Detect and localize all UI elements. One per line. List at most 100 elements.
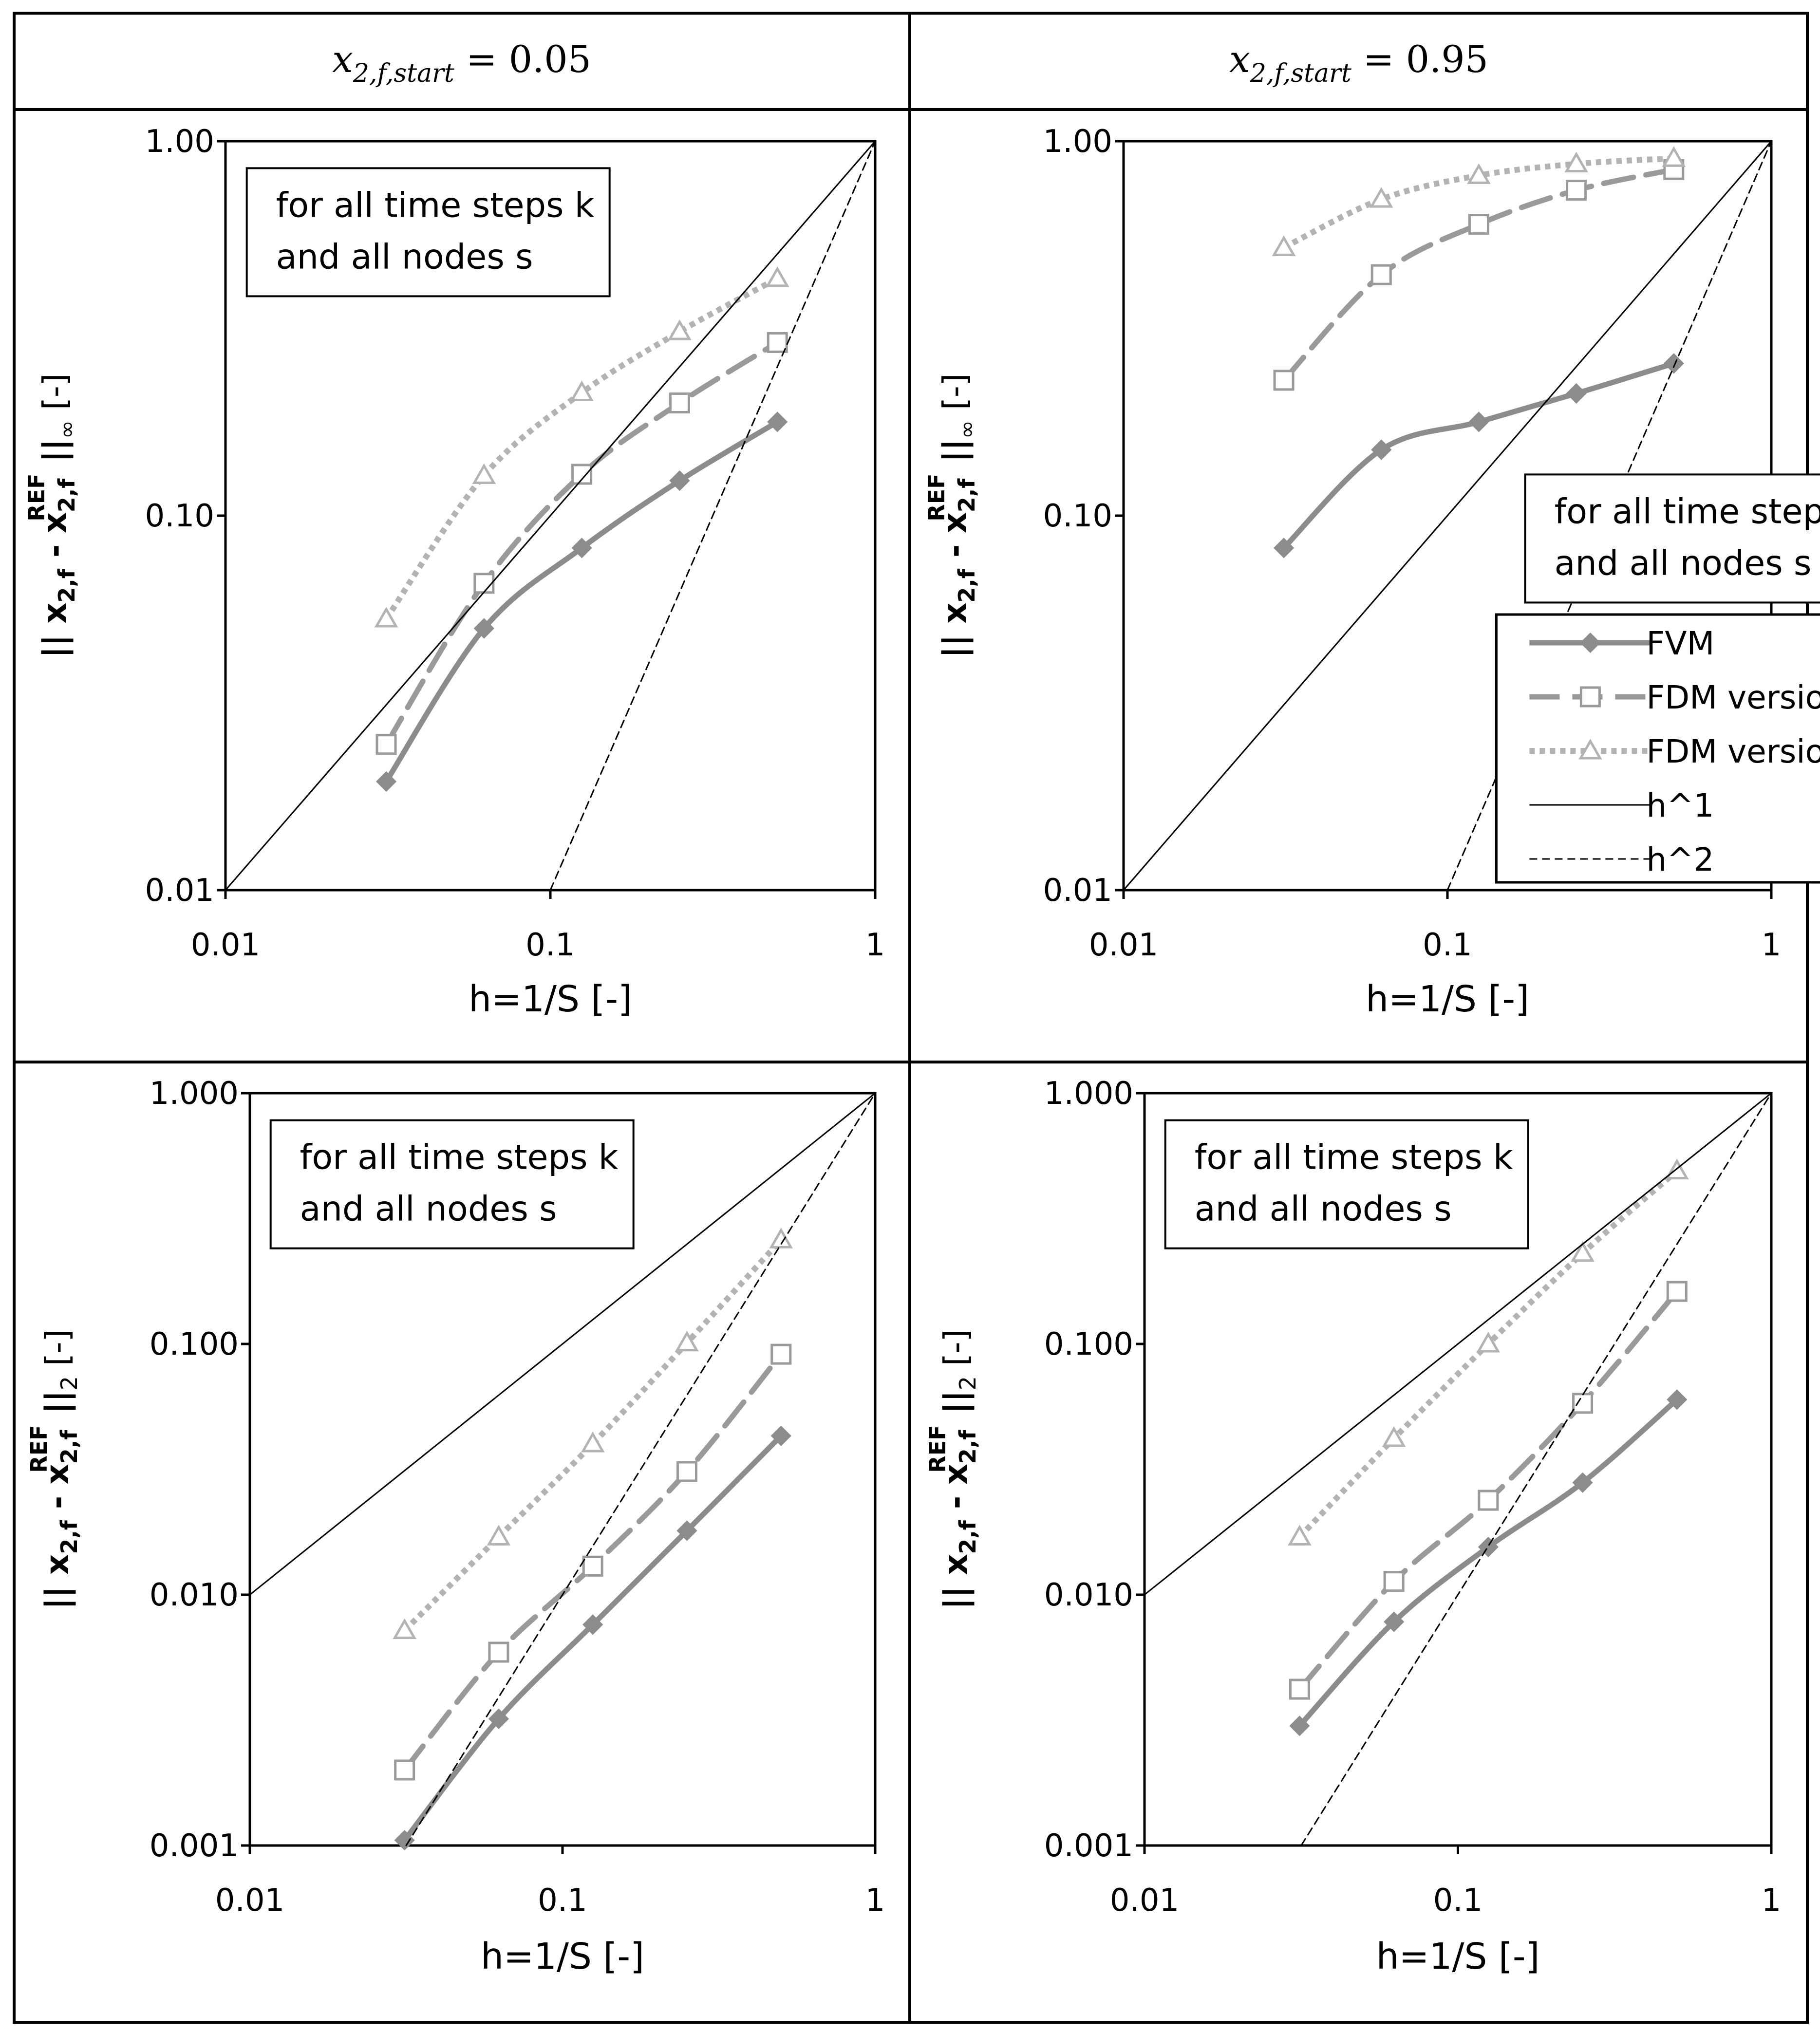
data-point-fdm-version-b [570,380,594,401]
y-axis-label-tail: || [936,439,974,473]
data-point-fvm [1273,538,1295,559]
series-fdm-version-a [1273,159,1685,391]
data-point-fvm [394,1829,415,1851]
data-point-fvm [375,771,397,792]
y-axis-label-main: || x [937,1554,975,1610]
legend-entry-fdm-version-b: FDM version B [1529,733,1820,770]
y-axis-label-unit: [-] [38,1329,76,1376]
y-axis-label-sub2: 2,f [954,478,980,512]
x-tick-label: 0.01 [1089,927,1159,963]
series-h-1 [1123,140,1772,891]
chart-bottom-right: 0.001 0.010 0.100 1.000 0.01 0.1 1 h=1/S [-] || … [924,1076,1781,1977]
x-tick-label: 0.1 [1423,927,1472,963]
series-h-2 [1300,1092,1772,1846]
chart-top-right: 0.010.101.000.01 0.1 1h=1/S [-]|| x2,f - x… [923,124,1820,1020]
y-axis-label-norm: ∞ [54,420,80,439]
y-axis-label-unit: [-] [937,1329,975,1376]
data-point-fdm-version-b [1662,146,1686,167]
series-fdm-version-a [1289,1281,1688,1700]
legend-entry-fdm-version-a: FDM version A [1529,679,1820,716]
x-tick-label: 1 [1762,927,1782,963]
data-point-fdm-version-b [1564,151,1588,173]
header-right-sub: 2,f,start [1250,59,1351,88]
y-axis-label-norm: 2 [56,1376,82,1390]
data-point-fdm-version-b [393,1618,417,1639]
data-point-fvm [473,618,494,639]
data-point-fdm-version-a [1666,1281,1688,1302]
series-fvm [1273,353,1684,559]
charts: 0.010.101.000.01 0.1 1h=1/S [-]|| x2,f - x… [23,124,1820,1977]
data-point-fdm-version-a [1478,1490,1499,1511]
series-h-1 [225,140,876,891]
data-point-fdm-version-a [770,1343,792,1365]
annotation-line: for all time steps k [1195,1137,1513,1177]
data-point-fvm [1371,439,1392,460]
annotation-line: for all time steps k [276,185,595,225]
x-tick-label: 0.1 [1433,1883,1483,1919]
data-point-fdm-version-b [675,1330,699,1352]
data-point-fvm [488,1708,509,1729]
x-axis-label: h=1/S [-] [481,1936,644,1977]
legend-entry-h-1: h^1 [1529,787,1714,824]
legend-label-fvm: FVM [1646,625,1714,662]
data-point-fdm-version-a [1383,1571,1405,1592]
series-line-h-1 [1123,140,1772,891]
series-line-h-1 [1144,1092,1772,1596]
data-point-fdm-version-b [1467,163,1491,184]
y-tick-label: 0.001 [150,1828,239,1864]
legend-label-fdm-version-b: FDM version B [1646,733,1820,770]
header-right: x2,f,start = 0.95 [1229,37,1488,88]
data-point-fdm-version-a [473,573,495,594]
data-point-fdm-version-b [487,1525,511,1546]
y-axis-label: || x2,f - x2,fREF ||∞ [-] [923,373,980,658]
series-line-fdm-version-a [383,339,780,747]
annotation: for all time steps k and all nodes s [1164,1119,1529,1249]
data-point-fdm-version-a [767,332,788,353]
legend-entry-h-2: h^2 [1529,841,1714,878]
y-axis-label-sup2: REF [23,473,50,521]
x-tick-label: 1 [865,927,885,963]
y-axis-label-sub1: 2,f [56,1520,82,1554]
series-fvm [394,1425,791,1851]
data-point-fvm [582,1614,603,1635]
legend-label-h-2: h^2 [1646,841,1714,878]
data-point-fvm [1384,1611,1405,1632]
y-axis-label: || x2,f - x2,fREF ||2 [-] [924,1329,981,1610]
data-point-fvm [571,538,592,559]
y-tick-label: 0.001 [1044,1828,1133,1864]
data-point-fdm-version-b [1272,235,1296,256]
y-tick-label: 0.100 [150,1326,239,1362]
y-axis-label-tail: || [38,1390,76,1425]
data-point-fdm-version-a [394,1759,415,1781]
annotation-line: for all time steps k [1555,491,1820,531]
series-line-fdm-version-b [384,276,779,621]
header-left-sub: 2,f,start [353,59,454,88]
x-tick-label: 0.1 [525,927,575,963]
x-tick-label: 1 [865,1883,885,1919]
y-axis-label-unit: [-] [36,373,74,420]
series-h-1 [249,1092,876,1596]
series-fdm-version-b [393,1228,793,1639]
series-h-2 [405,1092,876,1846]
x-tick-label: 1 [1762,1883,1782,1919]
series-h-2 [549,140,876,891]
legend-marker-fdm-version-a [1579,686,1601,708]
series-line-h-2 [1300,1092,1772,1846]
data-point-fdm-version-a [1572,1393,1594,1414]
data-point-fvm [1572,1472,1593,1493]
legend-label-h-1: h^1 [1646,787,1714,824]
legend: FVM FDM version A FDM version B h^1 h^2 [1495,613,1820,884]
series-fdm-version-b [374,266,789,628]
series-fvm [375,411,788,792]
series-fdm-version-b [1272,146,1686,256]
y-tick-label: 1.00 [1043,124,1113,160]
header-right-label: x2,f,start = 0.95 [1229,37,1488,88]
data-point-fvm [676,1520,697,1541]
header-right-rel: = 0.95 [1351,37,1488,81]
y-axis-label-sub1: 2,f [954,568,980,602]
y-axis-label-mid: - x [36,512,74,569]
y-axis-label-sub2: 2,f [955,1430,981,1464]
data-point-fdm-version-a [582,1555,603,1577]
y-axis-label: || x2,f - x2,fREF ||∞ [-] [23,373,80,658]
y-axis-label-sup2: REF [923,473,950,521]
